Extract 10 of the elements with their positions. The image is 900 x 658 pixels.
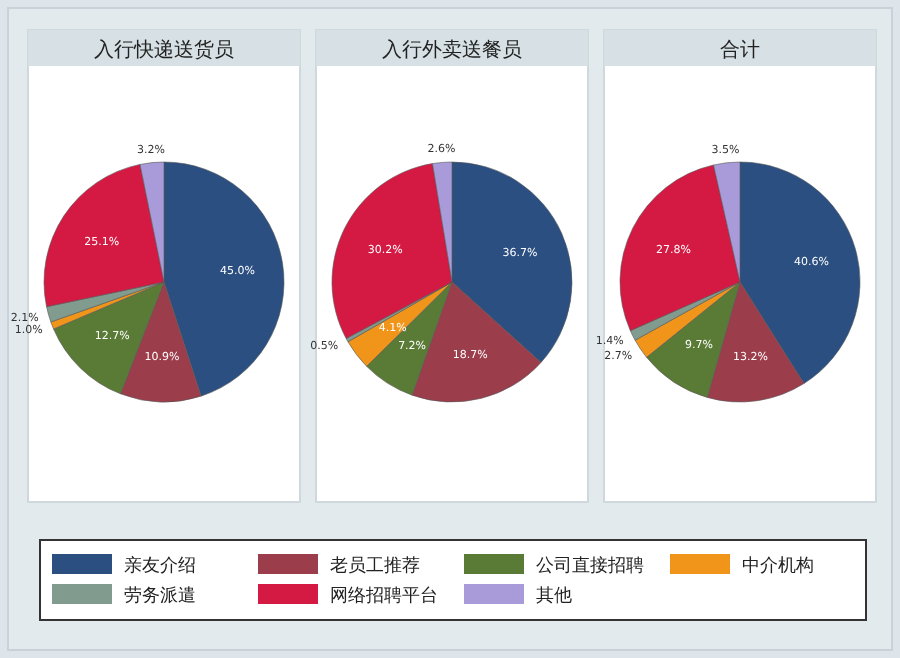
chart-title: 合计 [720, 38, 760, 62]
chart-title: 入行外卖送餐员 [382, 38, 522, 62]
legend-label: 网络招聘平台 [330, 585, 438, 607]
legend-label: 中介机构 [742, 555, 814, 577]
chart-title: 入行快递送货员 [94, 38, 234, 62]
legend-label: 劳务派遣 [124, 585, 196, 607]
legend-label: 其他 [536, 585, 572, 607]
legend-label: 公司直接招聘 [536, 555, 644, 577]
legend-label: 亲友介绍 [124, 555, 196, 577]
legend-label: 老员工推荐 [330, 555, 420, 577]
